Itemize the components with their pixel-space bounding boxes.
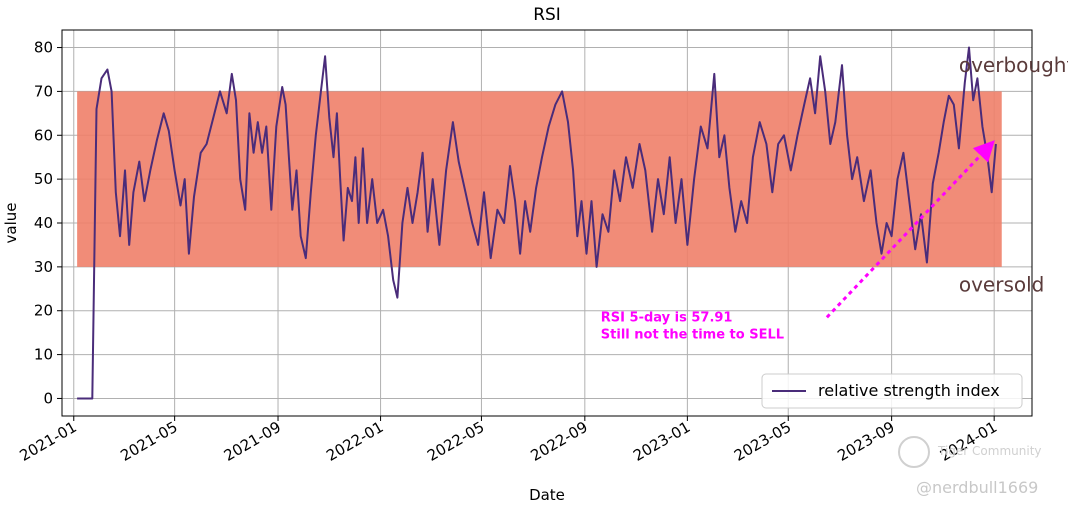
x-tick-label: 2021-09 <box>221 418 284 465</box>
tiger-logo-icon <box>898 436 930 468</box>
x-axis-ticks: 2021-01 2021-05 2021-09 2022-01 2022-05 2022-… <box>16 416 1000 465</box>
annotation-layer: overbought oversold RSI 5-day is 57.91 S… <box>601 53 1068 342</box>
legend-label: relative strength index <box>818 381 1000 400</box>
annotation-line-1: RSI 5-day is 57.91 <box>601 310 733 325</box>
x-tick-label: 2022-05 <box>424 418 487 465</box>
y-tick-label: 10 <box>34 346 53 364</box>
x-tick-label: 2023-01 <box>630 418 693 465</box>
y-axis-label: value <box>2 203 20 244</box>
x-tick-label: 2022-09 <box>528 418 591 465</box>
legend-box <box>761 373 1023 409</box>
y-axis-ticks: 0 10 20 30 40 50 60 70 80 <box>34 39 62 407</box>
watermark: Tiger Community @nerdbull1669 <box>898 436 1058 506</box>
overbought-label: overbought <box>959 53 1068 77</box>
y-tick-label: 20 <box>34 302 53 320</box>
y-tick-label: 80 <box>34 39 53 57</box>
watermark-handle: @nerdbull1669 <box>916 478 1039 497</box>
legend: relative strength index <box>761 373 1023 409</box>
series-layer <box>77 46 997 400</box>
annotation-line-2: Still not the time to SELL <box>601 327 784 342</box>
y-tick-label: 50 <box>34 170 53 188</box>
watermark-community: Tiger Community <box>938 444 1042 458</box>
chart-title: RSI <box>533 5 561 25</box>
y-tick-label: 60 <box>34 126 53 144</box>
y-tick-label: 30 <box>34 258 53 276</box>
y-tick-label: 0 <box>43 389 53 407</box>
x-axis-label: Date <box>529 486 565 504</box>
x-tick-label: 2021-01 <box>16 418 79 465</box>
y-tick-label: 40 <box>34 214 53 232</box>
rsi-band-layer <box>77 91 1002 267</box>
x-tick-label: 2022-01 <box>323 418 386 465</box>
oversold-label: oversold <box>959 272 1045 296</box>
rsi-band <box>77 91 1002 267</box>
x-tick-label: 2023-09 <box>834 418 897 465</box>
y-tick-label: 70 <box>34 82 53 100</box>
rsi-series-line <box>77 46 997 400</box>
x-tick-label: 2023-05 <box>731 418 794 465</box>
x-tick-label: 2021-05 <box>117 418 180 465</box>
